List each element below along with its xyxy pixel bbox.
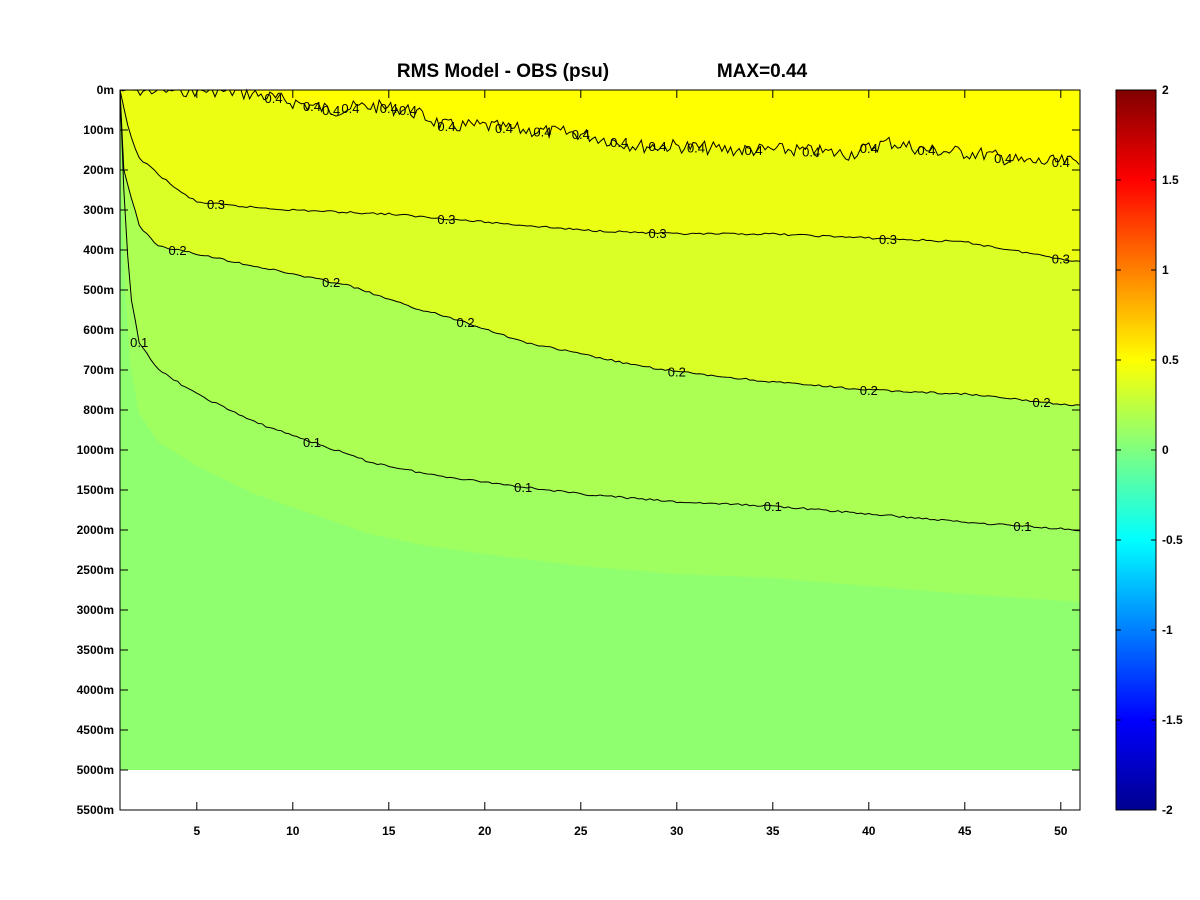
colorbar (1115, 89, 1157, 811)
y-tick-label: 1000m (77, 443, 114, 457)
contour-label-0.3: 0.3 (437, 212, 455, 227)
contour-label-0.3: 0.3 (1052, 252, 1070, 267)
colorbar-tick-label: -1 (1162, 623, 1173, 637)
colorbar-axis: 2 1.5 1 0.5 0 -0.5 -1 -1.5 -2 (1116, 83, 1183, 817)
y-tick-label: 600m (83, 323, 114, 337)
contour-label-0.4: 0.4 (303, 99, 321, 114)
y-tick-label: 400m (83, 243, 114, 257)
y-tick-label: 300m (83, 203, 114, 217)
colorbar-tick-label: 1 (1162, 263, 1169, 277)
y-tick-label: 4000m (77, 683, 114, 697)
chart-title: RMS Model - OBS (psu) (397, 61, 609, 82)
y-tick-label: 1500m (77, 483, 114, 497)
contour-label-0.1: 0.1 (764, 499, 782, 514)
contour-label-0.2: 0.2 (457, 315, 475, 330)
contour-label-0.2: 0.2 (1033, 395, 1051, 410)
y-tick-label: 700m (83, 363, 114, 377)
y-tick-label: 3000m (77, 603, 114, 617)
contour-label-0.1: 0.1 (130, 335, 148, 350)
contour-labels: 0.40.4 0.4 0.4 0.4 0.40.4 0.4 0.4 0.40.4 0.4 0.4 0… (130, 91, 1070, 534)
x-tick-label: 45 (958, 824, 972, 838)
x-tick-label: 35 (766, 824, 780, 838)
y-tick-label: 5000m (77, 763, 114, 777)
colorbar-tick-label: 0.5 (1162, 353, 1179, 367)
contour-label-0.4: 0.4 (341, 101, 359, 116)
contour-label-0.1: 0.1 (514, 480, 532, 495)
contour-label-0.4: 0.4 (437, 119, 455, 134)
contour-label-0.4: 0.4 (994, 151, 1012, 166)
colorbar-tick-label: -1.5 (1162, 713, 1183, 727)
x-tick-label: 15 (382, 824, 396, 838)
contour-label-0.2: 0.2 (322, 275, 340, 290)
contour-label-0.4: 0.4 (322, 103, 340, 118)
contour-label-0.1: 0.1 (303, 435, 321, 450)
y-tick-label: 0m (97, 83, 114, 97)
y-tick-label: 2500m (77, 563, 114, 577)
contour-label-0.4: 0.4 (572, 127, 590, 142)
x-tick-label: 5 (193, 824, 200, 838)
y-tick-label: 2000m (77, 523, 114, 537)
contour-label-0.2: 0.2 (860, 383, 878, 398)
color-bands (120, 90, 1080, 770)
contour-lines (119, 88, 1081, 532)
contour-label-0.3: 0.3 (207, 197, 225, 212)
contour-label-0.3: 0.3 (649, 226, 667, 241)
max-label: MAX=0.44 (717, 61, 808, 82)
colorbar-tick-label: -2 (1162, 803, 1173, 817)
contour-label-0.2: 0.2 (169, 243, 187, 258)
y-tick-label: 4500m (77, 723, 114, 737)
contour-line-0.2 (119, 90, 1081, 407)
contour-label-0.4: 0.4 (533, 124, 551, 139)
contour-label-0.4: 0.4 (687, 140, 705, 155)
band-top (120, 90, 1080, 162)
colorbar-tick-label: 2 (1162, 83, 1169, 97)
y-axis: 0m 100m 200m 300m 400m 500m 600m 700m 800m 1000m 1… (77, 83, 1080, 817)
contour-label-0.4: 0.4 (745, 143, 763, 158)
contour-line-0.1 (119, 89, 1081, 532)
contour-label-0.4: 0.4 (610, 135, 628, 150)
contour-label-0.2: 0.2 (668, 364, 686, 379)
contour-label-0.1: 0.1 (1013, 519, 1031, 534)
x-tick-label: 20 (478, 824, 492, 838)
x-tick-label: 50 (1054, 824, 1068, 838)
x-tick-label: 10 (286, 824, 300, 838)
colorbar-tick-label: 0 (1162, 443, 1169, 457)
contour-line-0.4 (119, 88, 1080, 166)
y-tick-label: 500m (83, 283, 114, 297)
contour-label-0.4: 0.4 (649, 139, 667, 154)
y-tick-label: 5500m (77, 803, 114, 817)
contour-label-0.4: 0.4 (860, 141, 878, 156)
contour-label-0.4: 0.4 (399, 103, 417, 118)
colorbar-tick-label: 1.5 (1162, 173, 1179, 187)
contour-label-0.4: 0.4 (1052, 155, 1070, 170)
contour-label-0.4: 0.4 (265, 91, 283, 106)
x-tick-label: 25 (574, 824, 588, 838)
colorbar-tick-label: -0.5 (1162, 533, 1183, 547)
contour-label-0.4: 0.4 (917, 143, 935, 158)
contour-line-0.3 (119, 89, 1081, 262)
y-tick-label: 100m (83, 123, 114, 137)
y-tick-label: 800m (83, 403, 114, 417)
contour-label-0.3: 0.3 (879, 232, 897, 247)
x-axis: 5 10 15 20 25 30 35 40 45 50 (193, 90, 1068, 838)
contour-label-0.4: 0.4 (380, 101, 398, 116)
x-tick-label: 30 (670, 824, 684, 838)
contour-label-0.4: 0.4 (802, 144, 820, 159)
contour-label-0.4: 0.4 (495, 121, 513, 136)
y-tick-label: 3500m (77, 643, 114, 657)
y-tick-label: 200m (83, 163, 114, 177)
x-tick-label: 40 (862, 824, 876, 838)
